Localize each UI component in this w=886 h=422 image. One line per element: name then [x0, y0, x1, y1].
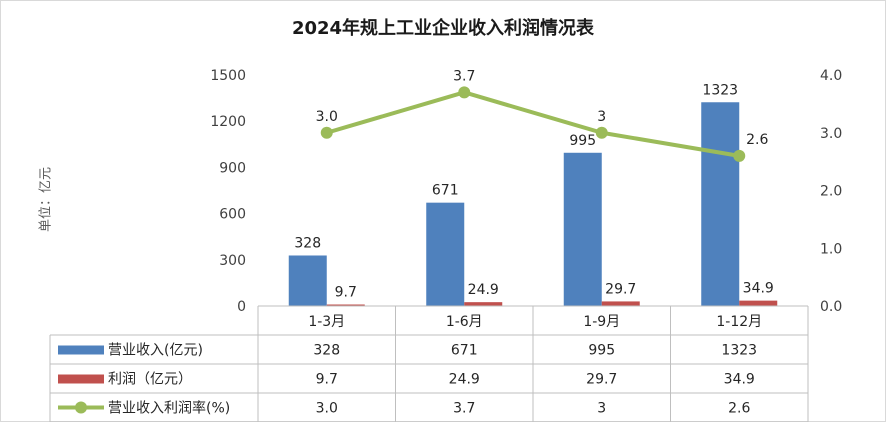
revenue-data-label: 671 [432, 183, 459, 199]
y-right-tick-label: 2.0 [820, 184, 842, 200]
revenue-data-label: 995 [569, 133, 596, 149]
y-left-tick-label: 900 [219, 160, 246, 176]
table-cell: 1323 [721, 343, 757, 359]
legend-swatch [58, 345, 104, 355]
profit-data-label: 34.9 [743, 281, 774, 297]
legend-label: 利润（亿元） [108, 372, 192, 388]
y-right-tick-label: 0.0 [820, 299, 842, 315]
table-cell: 3.0 [316, 401, 338, 417]
table-cell: 995 [588, 343, 615, 359]
table-cell: 671 [451, 343, 478, 359]
profit-bar [739, 300, 778, 306]
x-tick-label: 1-12月 [716, 314, 762, 330]
y-right-tick-label: 1.0 [820, 241, 842, 257]
margin-data-label: 3 [597, 109, 606, 125]
table-cell: 29.7 [586, 372, 617, 388]
x-tick-label: 1-3月 [308, 314, 345, 330]
table-cell: 328 [313, 343, 340, 359]
revenue-bar [701, 102, 740, 307]
profit-data-label: 29.7 [605, 281, 636, 297]
legend-label: 营业收入利润率(%) [108, 400, 230, 417]
revenue-data-label: 328 [294, 235, 321, 251]
margin-point [733, 149, 746, 162]
legend-swatch-marker [75, 401, 87, 414]
y-right-tick-label: 4.0 [820, 68, 842, 84]
profit-bar [464, 302, 503, 306]
x-tick-label: 1-6月 [446, 314, 483, 330]
margin-point [458, 86, 471, 99]
margin-data-label: 3.0 [316, 109, 338, 125]
profit-data-label: 9.7 [335, 285, 357, 301]
y-right-tick-label: 3.0 [820, 126, 842, 142]
chart-title: 2024年规上工业企业收入利润情况表 [291, 18, 595, 39]
table-cell: 3 [597, 401, 606, 417]
y-left-tick-label: 600 [219, 207, 246, 223]
x-tick-label: 1-9月 [583, 314, 620, 330]
revenue-bar [288, 255, 327, 306]
table-cell: 9.7 [316, 372, 338, 388]
legend-label: 营业收入(亿元) [108, 343, 203, 359]
table-cell: 3.7 [453, 401, 475, 417]
y-left-tick-label: 300 [219, 253, 246, 269]
profit-data-label: 24.9 [468, 282, 499, 298]
revenue-bar [563, 152, 602, 306]
revenue-bar [426, 202, 465, 306]
table-cell: 2.6 [728, 401, 750, 417]
table-cell: 34.9 [724, 372, 755, 388]
margin-data-label: 3.7 [453, 68, 475, 84]
legend-swatch [58, 374, 104, 384]
margin-point [595, 126, 608, 139]
y-left-tick-label: 1200 [210, 114, 246, 130]
margin-line [326, 90, 740, 158]
y-left-tick-label: 0 [237, 299, 246, 315]
margin-point [320, 126, 333, 139]
revenue-data-label: 1323 [702, 82, 738, 98]
y-left-tick-label: 1500 [210, 68, 246, 84]
profit-bar [326, 304, 365, 306]
table-cell: 24.9 [449, 372, 480, 388]
margin-data-label: 2.6 [746, 132, 768, 148]
profit-bar [601, 301, 640, 306]
